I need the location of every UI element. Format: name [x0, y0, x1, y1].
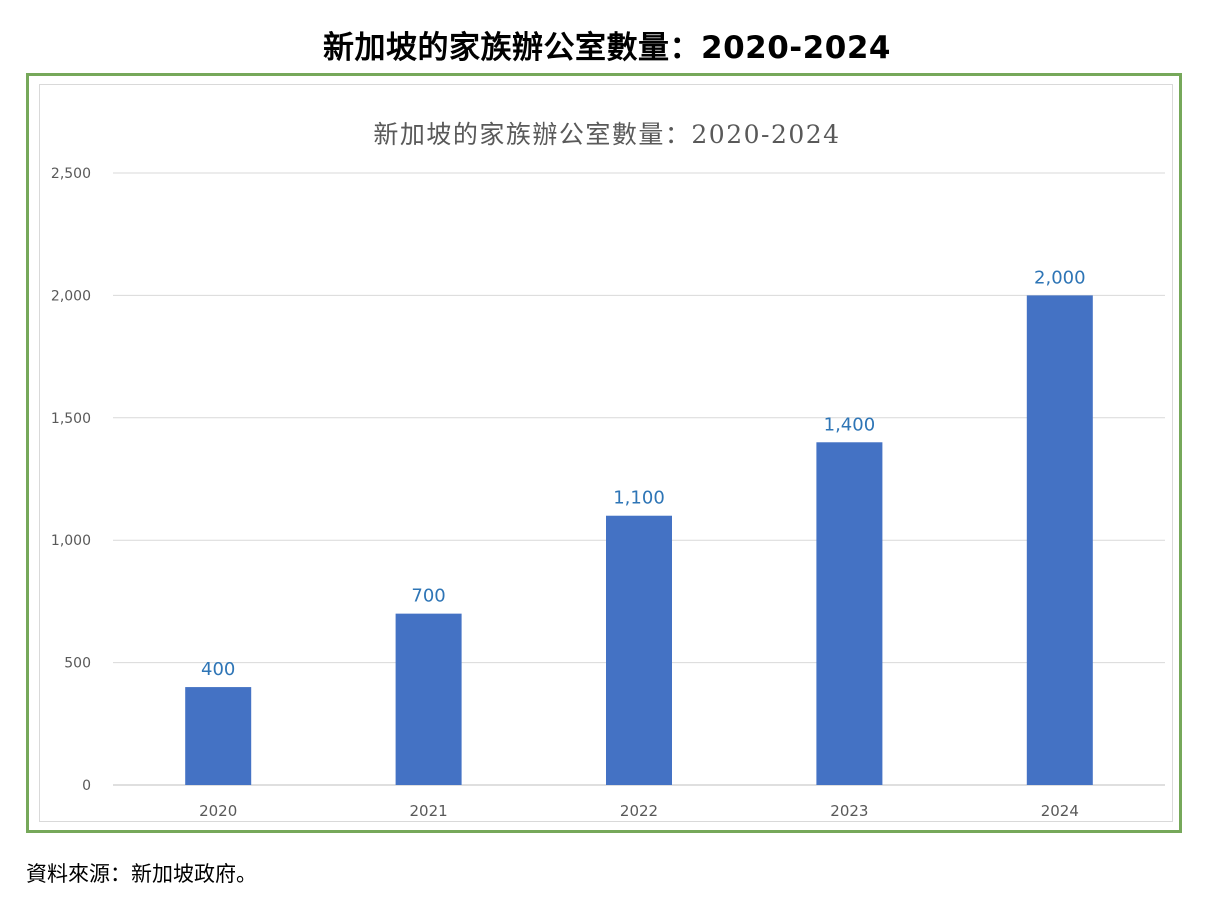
bar: [185, 687, 252, 785]
x-tick-label: 2023: [830, 802, 868, 820]
bar: [606, 515, 672, 785]
x-tick-label: 2022: [620, 802, 658, 820]
page-title: 新加坡的家族辦公室數量：2020-2024: [323, 30, 891, 66]
data-label: 700: [411, 586, 445, 607]
y-tick-label: 0: [82, 778, 91, 794]
y-tick-label: 1,500: [51, 411, 91, 427]
x-tick-label: 2021: [410, 802, 448, 820]
chart-title: 新加坡的家族辦公室數量：2020-2024: [373, 120, 841, 149]
y-tick-label: 2,500: [51, 166, 91, 182]
chart-area: 新加坡的家族辦公室數量：2020-2024: [39, 84, 1173, 822]
bar-chart: 0 500 1,000 1,500 2,000 2,500 400 2020 700 2021 1,…: [51, 166, 1165, 820]
y-tick-label: 500: [64, 656, 91, 672]
y-tick-label: 2,000: [51, 288, 91, 304]
bar: [816, 442, 883, 785]
data-label: 1,400: [824, 414, 876, 435]
chart-frame: 新加坡的家族辦公室數量：2020-2024 0 500 1,000 1,500 2,00…: [26, 73, 1182, 833]
y-tick-label: 1,000: [51, 533, 91, 549]
bar: [1026, 295, 1093, 785]
data-label: 1,100: [613, 488, 665, 509]
x-tick-label: 2024: [1041, 802, 1079, 820]
bar: [395, 613, 462, 785]
data-label: 400: [201, 659, 235, 680]
source-note: 資料來源：新加坡政府。: [26, 862, 257, 886]
data-label: 2,000: [1034, 267, 1086, 288]
x-tick-label: 2020: [199, 802, 237, 820]
